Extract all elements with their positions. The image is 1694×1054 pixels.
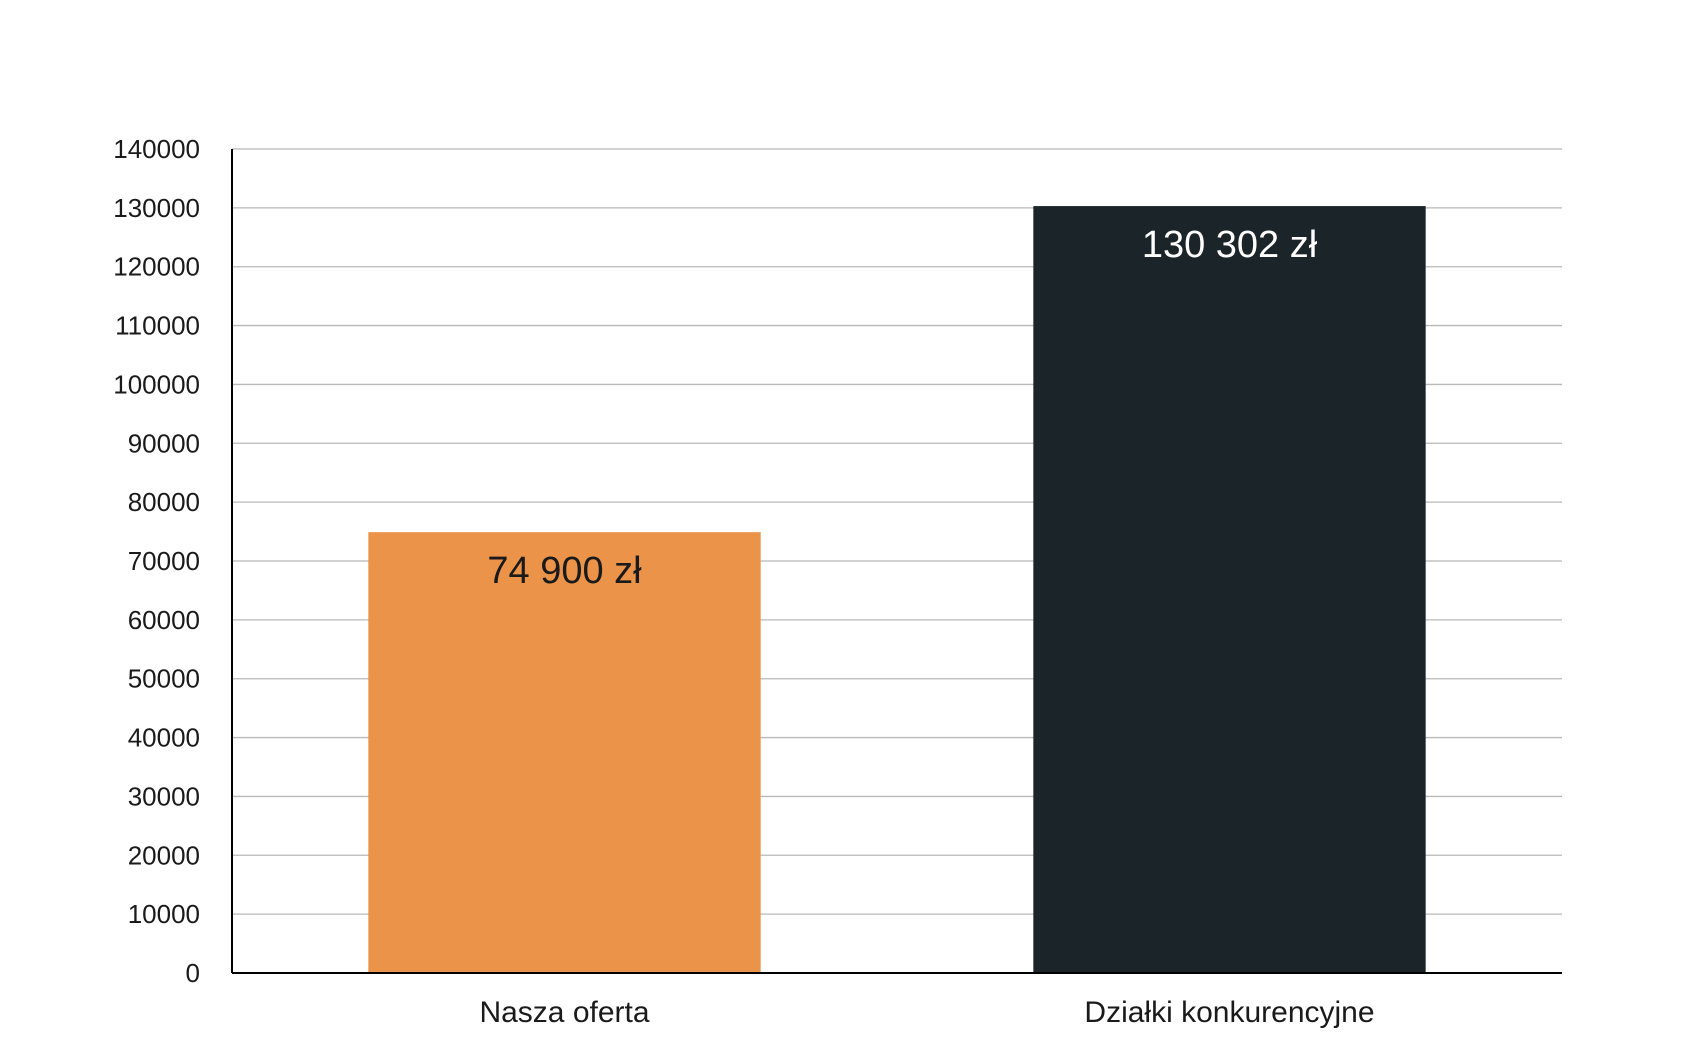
y-tick-label: 130000 [113,193,200,223]
data-labels: 74 900 zł 130 302 zł [487,224,1317,592]
data-label: 74 900 zł [487,550,642,592]
x-tick-label: Nasza oferta [479,996,649,1029]
y-tick-label: 70000 [128,546,200,576]
y-tick-labels: 0 10000 20000 30000 40000 50000 60000 70000 8000… [113,134,200,988]
y-tick-label: 80000 [128,487,200,517]
y-tick-label: 30000 [128,781,200,811]
y-tick-label: 40000 [128,723,200,753]
y-tick-label: 60000 [128,605,200,635]
y-tick-label: 100000 [113,369,200,399]
x-tick-label: Działki konkurencyjne [1084,996,1374,1029]
y-tick-label: 120000 [113,252,200,282]
bar-2 [1033,206,1426,973]
y-tick-label: 10000 [128,899,200,929]
x-tick-labels: Nasza oferta Działki konkurencyjne [479,996,1374,1029]
y-tick-label: 50000 [128,664,200,694]
y-tick-label: 140000 [113,134,200,164]
axes [231,149,1562,974]
bars [368,206,1426,973]
y-tick-label: 0 [186,958,200,988]
data-label: 130 302 zł [1142,224,1318,266]
y-tick-label: 20000 [128,840,200,870]
bar-1 [368,532,761,973]
y-tick-label: 90000 [128,428,200,458]
y-tick-label: 110000 [115,311,200,341]
